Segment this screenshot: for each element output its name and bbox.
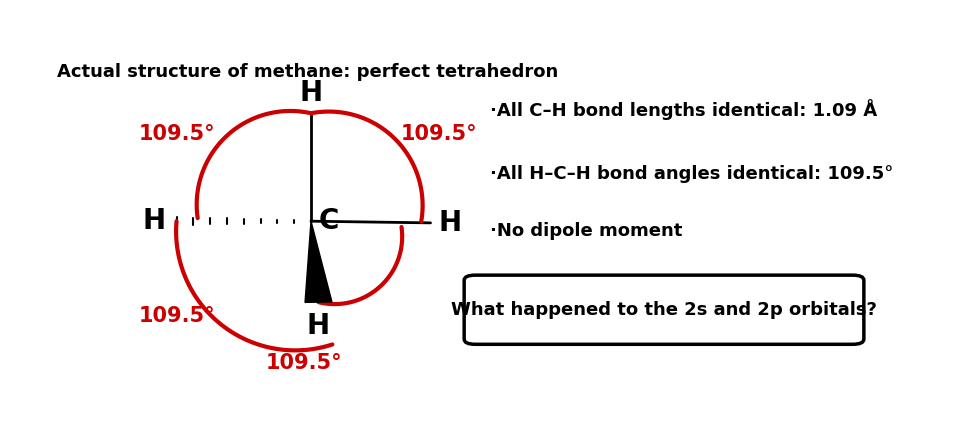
Text: ·All H–C–H bond angles identical: 109.5°: ·All H–C–H bond angles identical: 109.5° [491,165,894,183]
FancyBboxPatch shape [465,275,864,344]
Text: 109.5°: 109.5° [266,353,343,373]
Polygon shape [305,221,332,302]
Text: H: H [307,312,330,340]
Text: ·No dipole moment: ·No dipole moment [491,223,683,240]
Text: C: C [318,207,339,235]
Text: 109.5°: 109.5° [401,124,477,144]
Text: H: H [438,209,461,237]
Text: Actual structure of methane: perfect tetrahedron: Actual structure of methane: perfect tet… [57,63,558,81]
Text: ·All C–H bond lengths identical: 1.09 Å: ·All C–H bond lengths identical: 1.09 Å [491,99,877,120]
Text: 109.5°: 109.5° [139,306,216,325]
Text: 109.5°: 109.5° [139,124,216,144]
Text: H: H [143,207,166,235]
Text: What happened to the 2s and 2p orbitals?: What happened to the 2s and 2p orbitals? [451,300,877,318]
Text: H: H [300,78,323,106]
